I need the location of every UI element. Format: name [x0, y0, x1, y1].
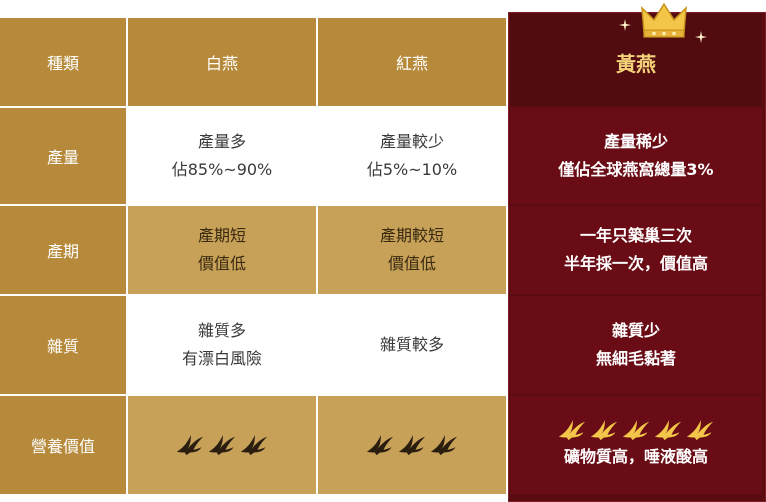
swallow-icon — [430, 434, 458, 456]
row-label-nutrition: 營養價值 — [0, 396, 126, 494]
rating-white — [176, 434, 268, 456]
cell-nutrition-white — [128, 396, 316, 494]
swallow-icon — [558, 419, 586, 441]
cell-season-red: 產期較短 價值低 — [318, 206, 506, 294]
row-label-impurity: 雜質 — [0, 296, 126, 394]
cell-output-golden: 產量稀少 僅佔全球燕窩總量3% — [510, 108, 762, 204]
swallow-icon — [398, 434, 426, 456]
cell-impurity-white: 雜質多 有漂白風險 — [128, 296, 316, 394]
crown-icon — [640, 2, 688, 44]
swallow-icon — [366, 434, 394, 456]
swallow-icon — [240, 434, 268, 456]
swallow-icon — [208, 434, 236, 456]
header-white-bird: 白燕 — [128, 18, 316, 106]
row-label-season: 產期 — [0, 206, 126, 294]
cell-impurity-golden: 雜質少 無細毛黏著 — [510, 296, 762, 394]
cell-impurity-red: 雜質較多 — [318, 296, 506, 394]
header-type-label: 種類 — [0, 18, 126, 106]
swallow-icon — [622, 419, 650, 441]
row-label-output: 產量 — [0, 108, 126, 204]
cell-output-white: 產量多 佔85%~90% — [128, 108, 316, 204]
rating-red — [366, 434, 458, 456]
header-red-bird: 紅燕 — [318, 18, 506, 106]
cell-nutrition-red — [318, 396, 506, 494]
cell-season-white: 產期短 價值低 — [128, 206, 316, 294]
cell-season-golden: 一年只築巢三次 半年採一次，價值高 — [510, 206, 762, 294]
swallow-icon — [590, 419, 618, 441]
cell-output-red: 產量較少 佔5%~10% — [318, 108, 506, 204]
cell-nutrition-golden: 礦物質高，唾液酸高 — [510, 396, 762, 494]
swallow-icon — [654, 419, 682, 441]
swallow-icon — [176, 434, 204, 456]
header-golden-bird: 黃燕 — [510, 14, 762, 106]
sparkle-icon — [695, 28, 707, 47]
rating-golden — [558, 419, 714, 441]
sparkle-icon — [619, 16, 631, 35]
swallow-icon — [686, 419, 714, 441]
